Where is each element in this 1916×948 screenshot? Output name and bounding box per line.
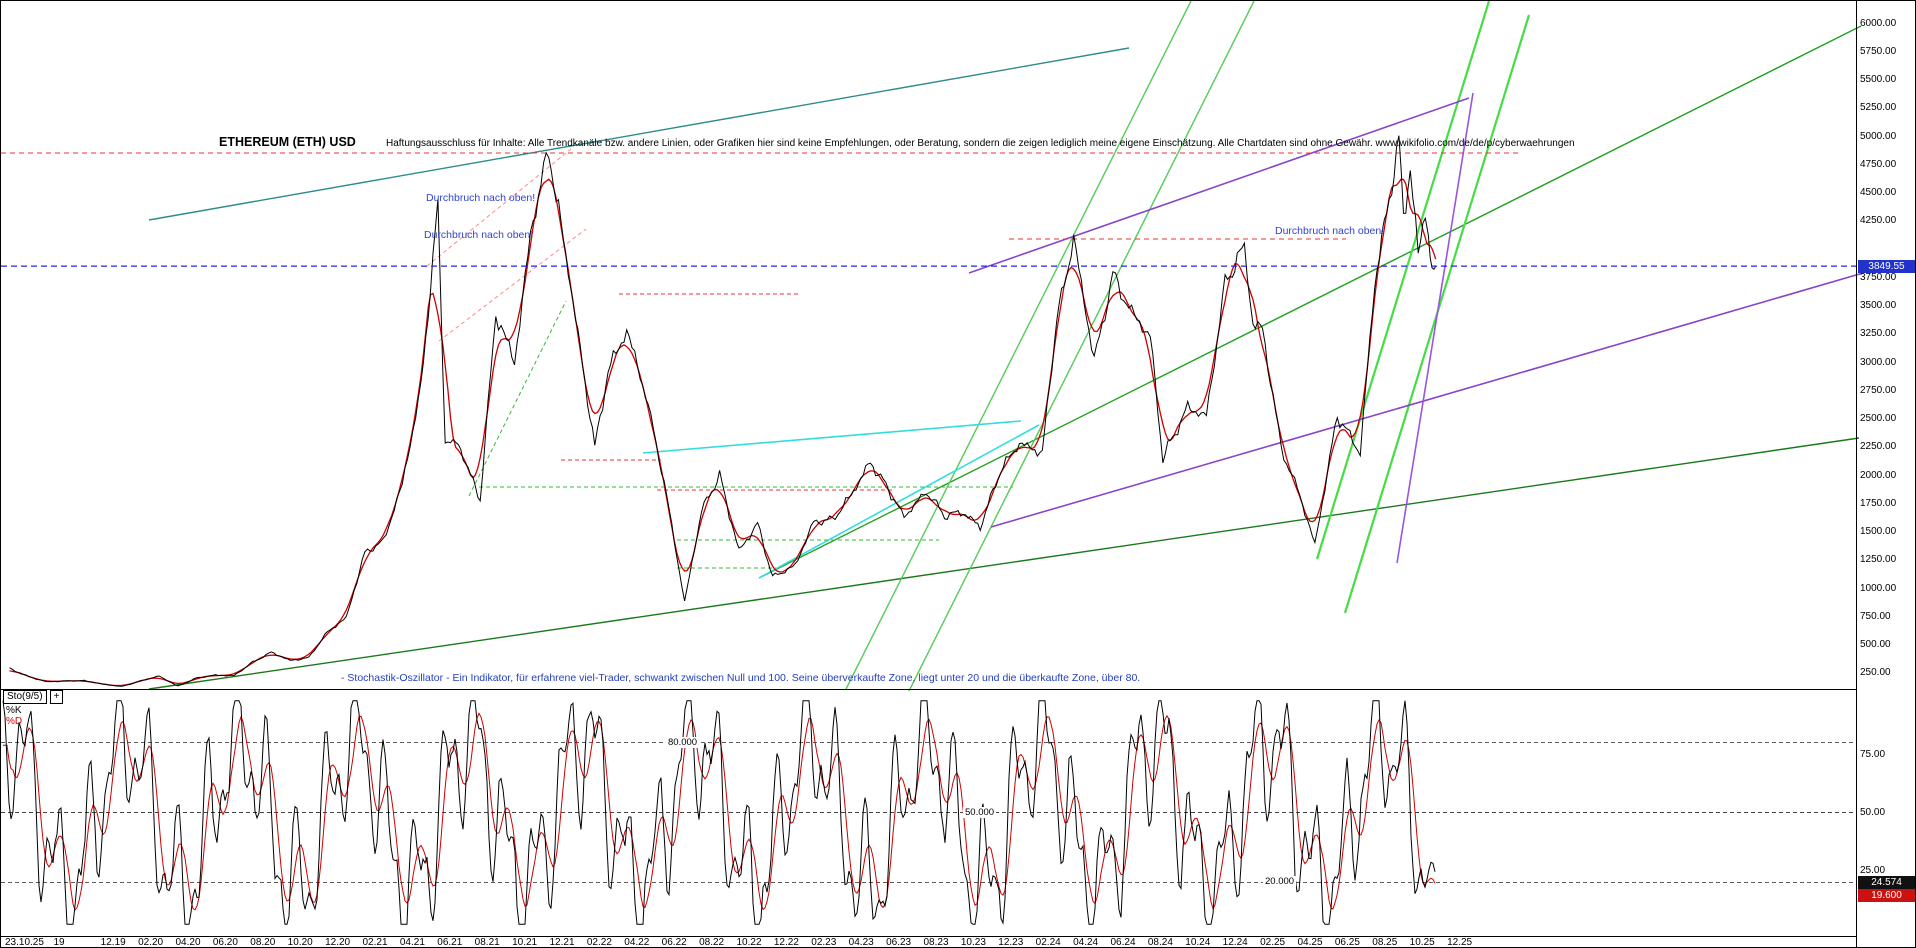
time-axis-label: 08.21 [474,937,500,948]
indicator-selector[interactable]: Sto(9/5) [3,690,47,704]
price-axis-label: 750.00 [1860,610,1891,622]
time-axis-label: 10.22 [736,937,762,948]
time-axis-label: 04.22 [624,937,650,948]
price-axis-label: 5750.00 [1860,45,1897,57]
time-axis-label: 06.24 [1110,937,1136,948]
oscillator-level-label: 80.000 [666,736,700,748]
stochastic-k-badge: 24.574 [1858,875,1915,889]
price-axis-label: 3000.00 [1860,356,1897,368]
price-axis-label: 250.00 [1860,667,1891,679]
price-axis-label: 3250.00 [1860,328,1897,340]
time-axis-label: 06.21 [437,937,463,948]
price-axis-label: 4750.00 [1860,158,1897,170]
time-axis-label: 08.20 [250,937,276,948]
add-indicator-button[interactable]: + [50,690,63,704]
time-axis-label: 12.22 [773,937,799,948]
oscillator-note: - Stochastik-Oszillator - Ein Indikator,… [341,672,1141,684]
time-axis-label: 12.23 [998,937,1024,948]
price-axis-label: 500.00 [1860,639,1891,651]
time-axis-label: 06.20 [212,937,238,948]
time-axis-divider [1,936,1856,937]
oscillator-axis-label: 25.00 [1860,865,1886,877]
time-axis-label: 02.24 [1035,937,1061,948]
time-axis-label: 02.20 [138,937,164,948]
pane-divider [1,689,1856,690]
price-axis-label: 1000.00 [1860,582,1897,594]
time-axis-label: 04.21 [399,937,425,948]
oscillator-level-label: 50.000 [963,806,997,818]
time-axis-label: 12.25 [1447,937,1473,948]
price-axis-label: 5000.00 [1860,130,1897,142]
price-axis-label: 3500.00 [1860,300,1897,312]
time-axis-label: 06.25 [1334,937,1360,948]
percent-d-label: %D [6,716,23,727]
price-axis-label: 2250.00 [1860,441,1897,453]
breakout-annotation: Durchbruch nach oben! [426,192,536,204]
chart-title: ETHEREUM (ETH) USD [219,135,356,149]
current-price-badge: 3849.55 [1858,259,1915,273]
percent-k-label: %K [6,705,22,716]
price-axis-label: 4250.00 [1860,215,1897,227]
time-axis-label: 10.21 [512,937,538,948]
time-axis-label: 04.25 [1297,937,1323,948]
price-axis-label: 6000.00 [1860,17,1897,29]
price-axis-label: 2750.00 [1860,384,1897,396]
time-axis-label: 19 [53,937,65,948]
time-axis-label: 08.24 [1147,937,1173,948]
price-axis-label: 1750.00 [1860,497,1897,509]
price-axis-label: 2500.00 [1860,413,1897,425]
price-axis-label: 1250.00 [1860,554,1897,566]
price-axis-label: 5250.00 [1860,102,1897,114]
price-axis-label: 1500.00 [1860,526,1897,538]
time-axis-label: 06.23 [886,937,912,948]
time-axis-label: 02.22 [586,937,612,948]
time-axis-label: 02.21 [362,937,388,948]
time-axis-label: 02.25 [1260,937,1286,948]
price-axis-label: 4500.00 [1860,187,1897,199]
breakout-annotation: Durchbruch nach oben! [1275,225,1385,237]
time-axis-label: 06.22 [661,937,687,948]
time-axis-label: 12.20 [325,937,351,948]
oscillator-axis-label: 75.00 [1860,748,1886,760]
axis-divider [1856,1,1857,947]
time-axis-label: 04.23 [848,937,874,948]
time-axis-label: 10.20 [287,937,313,948]
time-axis-label: 10.24 [1185,937,1211,948]
time-axis-label: 12.19 [100,937,126,948]
time-axis-label: 04.24 [1073,937,1099,948]
time-axis-label: 12.24 [1222,937,1248,948]
price-axis-label: 2000.00 [1860,469,1897,481]
time-axis-label: 10.25 [1409,937,1435,948]
oscillator-axis-label: 50.00 [1860,807,1886,818]
time-axis-label: 23.10.25 [5,937,44,948]
stochastic-d-badge: 19.600 [1858,888,1915,902]
time-axis-label: 02.23 [811,937,837,948]
price-axis-label: 3750.00 [1860,271,1897,283]
oscillator-level-label: 20.000 [1263,876,1297,888]
time-axis-label: 08.22 [699,937,725,948]
time-axis-label: 12.21 [549,937,575,948]
breakout-annotation: Durchbruch nach oben! [424,229,534,241]
time-axis-label: 10.23 [960,937,986,948]
price-axis-label: 5500.00 [1860,74,1897,86]
time-axis-label: 04.20 [175,937,201,948]
time-axis-label: 08.23 [923,937,949,948]
time-axis-label: 08.25 [1372,937,1398,948]
disclaimer-text: Haftungsausschluss für Inhalte: Alle Tre… [386,138,1575,149]
